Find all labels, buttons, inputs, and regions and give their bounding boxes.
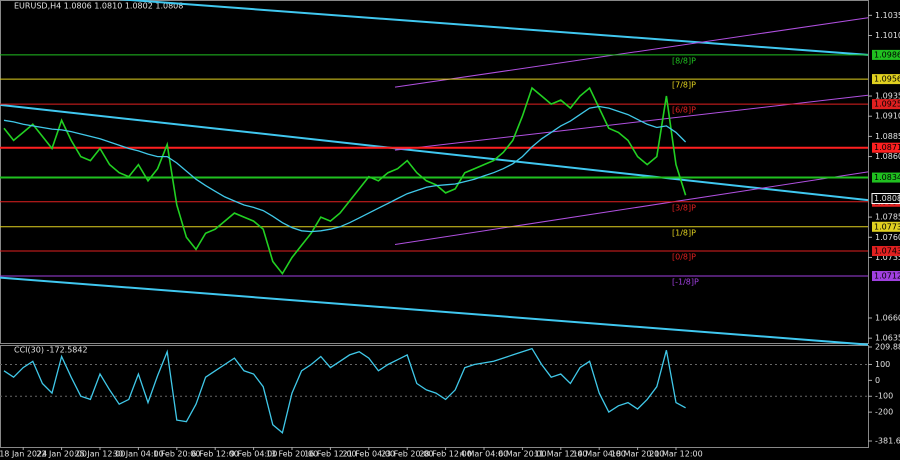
y-tick-label: 1.1010 [875,31,900,40]
x-tick-label: 21 Mar 12:00 [649,450,702,459]
trend-line [394,17,869,88]
y-tick-label: 1.0760 [875,233,900,242]
y-tick-label: 1.0660 [875,313,900,322]
indicator-line [3,105,687,233]
x-tick-label: 16 Feb 12:00 [304,450,356,459]
level-tag-bg [872,172,900,183]
y-tick-label: 1.0935 [875,92,900,101]
level-tag-bg [872,142,900,153]
trend-line [394,171,869,246]
trend-line [0,103,869,202]
y-tick-label: -200 [875,408,893,417]
indicator-line [3,347,686,434]
chart-title: EURUSD,H4 1.0806 1.0810 1.0802 1.0808 [14,2,183,11]
level-label: [6/8]P [672,106,696,115]
price-line [3,86,687,276]
y-tick-label: 1.0735 [875,253,900,262]
level-tag-bg [872,99,900,110]
level-label: [0/8]P [672,252,696,261]
trend-line [0,276,869,346]
level-price: 1.0834 [874,173,900,182]
level-tag-bg [872,49,900,60]
y-tick-label: 1.1035 [875,11,900,20]
y-tick-label: 209.887 [875,343,900,352]
level-label: [1/8]P [672,228,696,237]
x-tick-label: 6 Feb 12:00 [191,450,238,459]
x-tick-label: 1 Feb 20:00 [153,450,200,459]
level-price: 1.0925 [874,100,900,109]
level-tag-bg [872,221,900,232]
level-price: 1.0773 [874,222,900,231]
y-tick-label: -381.654 [875,437,900,446]
indicator-title: CCI(30) -172.5842 [14,346,88,355]
level-label: [3/8]P [672,203,696,212]
x-tick-label: 4 Mar 04:00 [460,450,508,459]
level-label: [8/8]P [672,56,696,65]
last-price-bg [871,193,900,205]
y-tick-label: 1.0635 [875,334,900,343]
x-tick-label: 21 Feb 04:00 [343,450,395,459]
x-tick-label: 23 Feb 20:00 [381,450,433,459]
x-tick-label: 30 Jan 04:00 [113,450,164,459]
x-tick-label: 6 Mar 20:00 [498,450,546,459]
y-tick-label: 1.0885 [875,132,900,141]
main-frame [0,0,869,344]
last-price: 1.0808 [874,194,900,203]
level-price: 1.0956 [874,75,900,84]
y-tick-label: 1.0860 [875,152,900,161]
x-tick-label: 25 Jan 12:00 [75,450,126,459]
level-tag-bg [872,74,900,85]
x-tick-label: 18 Jan 2024 [0,450,47,459]
x-tick-label: 22 Jan 20:00 [36,450,87,459]
x-tick-label: 18 Mar 20:00 [611,450,664,459]
level-price: 1.0986 [874,50,900,59]
level-tag-bg [872,271,900,282]
x-tick-label: 28 Feb 12:00 [419,450,471,459]
y-tick-label: 0 [875,376,880,385]
y-tick-label: -100 [875,392,893,401]
x-tick-label: 9 Feb 04:00 [230,450,277,459]
x-tick-label: 14 Mar 04:00 [572,450,625,459]
y-tick-label: 1.0910 [875,112,900,121]
y-tick-label: 100 [875,360,890,369]
trend-line [116,0,869,56]
x-tick-label: 13 Feb 20:00 [266,450,318,459]
x-tick-label: 11 Mar 12:00 [534,450,587,459]
level-label: [-1/8]P [672,278,699,287]
level-label: [7/8]P [672,81,696,90]
level-price: 1.0712 [874,272,900,281]
y-tick-label: 1.0785 [875,213,900,222]
level-price: 1.0743 [874,246,900,255]
level-price: 1.0871 [874,143,900,152]
level-tag-bg [872,245,900,256]
